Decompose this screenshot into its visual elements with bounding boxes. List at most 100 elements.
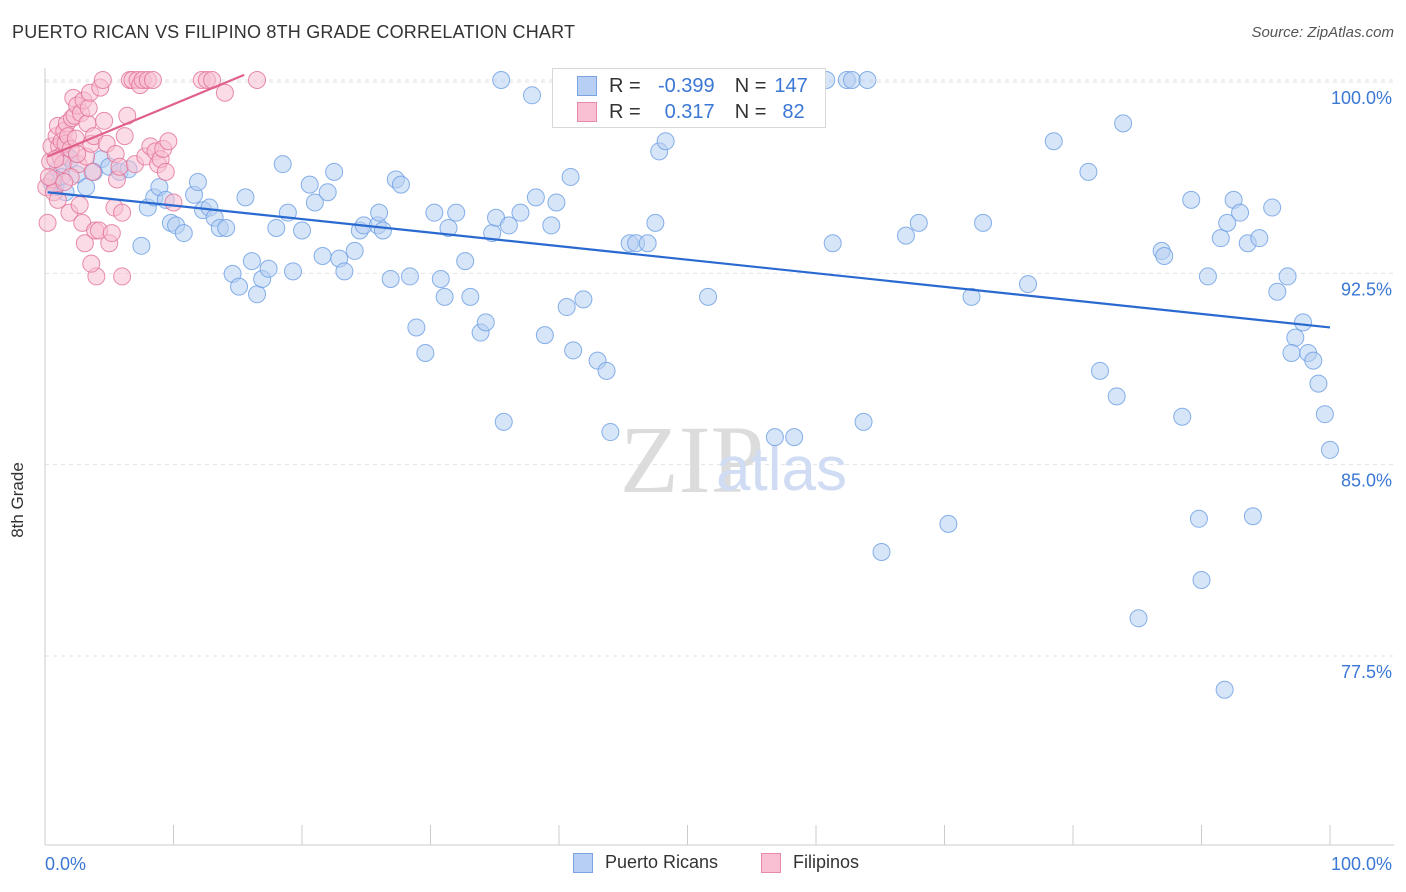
data-point (159, 132, 178, 151)
legend-swatch-filipinos (761, 852, 781, 873)
data-point (542, 216, 561, 235)
data-point (1211, 229, 1230, 248)
data-point (259, 259, 278, 278)
legend-row-puerto-ricans: R = -0.399 N = 147 (577, 73, 808, 99)
data-point (765, 428, 784, 447)
data-point (939, 514, 958, 533)
data-point (305, 193, 324, 212)
data-point (785, 428, 804, 447)
data-point (447, 203, 466, 222)
data-point (267, 218, 286, 237)
data-point (526, 188, 545, 207)
data-point (909, 213, 928, 232)
data-point (273, 155, 292, 174)
n-value: 82 (782, 100, 805, 123)
data-point (1019, 275, 1038, 294)
data-point (858, 71, 877, 89)
data-point (370, 203, 389, 222)
legend-item-filipinos[interactable]: Filipinos (761, 852, 859, 873)
data-point (1286, 328, 1305, 347)
data-point (230, 277, 249, 296)
data-point (1294, 313, 1313, 332)
data-point (646, 213, 665, 232)
data-point (823, 234, 842, 253)
x-tick-label: 100.0% (1331, 854, 1392, 874)
data-point (557, 298, 576, 317)
data-point (95, 111, 114, 130)
data-point (1114, 114, 1133, 133)
data-point (38, 213, 57, 232)
watermark-atlas: atlas (716, 435, 847, 504)
data-point (79, 99, 98, 118)
data-point (1155, 247, 1174, 266)
data-point (248, 285, 267, 304)
data-point (68, 144, 87, 163)
data-point (113, 267, 132, 286)
data-point (656, 132, 675, 151)
data-point (242, 252, 261, 271)
chart-title: PUERTO RICAN VS FILIPINO 8TH GRADE CORRE… (12, 22, 576, 42)
data-point (1090, 361, 1109, 380)
data-point (1215, 680, 1234, 699)
data-point (1079, 162, 1098, 181)
data-point (1044, 132, 1063, 151)
legend-label-filipinos: Filipinos (793, 852, 860, 872)
data-point (391, 175, 410, 194)
data-point (215, 83, 234, 102)
data-point (217, 218, 236, 237)
gridlines (45, 79, 1394, 657)
x-tick-label: 0.0% (45, 854, 86, 874)
data-point (1282, 343, 1301, 362)
series-legend: Puerto Ricans Filipinos (0, 852, 1406, 876)
data-point (93, 71, 112, 89)
data-point (313, 247, 332, 266)
data-point (188, 173, 207, 192)
data-point (1263, 198, 1282, 217)
data-point (1192, 571, 1211, 590)
data-point (638, 234, 657, 253)
data-point (115, 127, 134, 146)
n-label: N = (734, 74, 767, 97)
data-point (300, 175, 319, 194)
data-point (1198, 267, 1217, 286)
data-point (400, 267, 419, 286)
data-point (1278, 267, 1297, 286)
data-point (597, 361, 616, 380)
data-point (547, 193, 566, 212)
legend-swatch-puerto-ricans (577, 76, 597, 96)
data-point (70, 196, 89, 215)
data-point (699, 287, 718, 306)
series-puerto-ricans (42, 71, 1339, 699)
data-point (492, 71, 511, 89)
trend-line (47, 191, 1331, 329)
data-point (1173, 407, 1192, 426)
data-point (523, 86, 542, 105)
data-point (77, 178, 96, 197)
data-point (293, 221, 311, 240)
data-point (499, 216, 518, 235)
data-point (574, 290, 593, 309)
legend-swatch-filipinos (577, 102, 597, 122)
data-point (1231, 203, 1250, 222)
axes (44, 68, 1394, 846)
data-point (535, 326, 554, 345)
source-label: Source: ZipAtlas.com (1251, 24, 1394, 41)
data-point (1321, 440, 1339, 459)
data-point (174, 224, 193, 243)
data-point (143, 71, 162, 89)
data-point (1218, 213, 1237, 232)
data-point (431, 269, 450, 288)
data-point (83, 162, 102, 181)
data-point (494, 412, 513, 431)
data-point (284, 262, 303, 281)
data-point (435, 287, 454, 306)
legend-label-puerto-ricans: Puerto Ricans (605, 852, 719, 872)
data-point (110, 157, 129, 176)
data-point (962, 287, 981, 306)
data-point (511, 203, 530, 222)
legend-item-puerto-ricans[interactable]: Puerto Ricans (573, 852, 718, 873)
data-point (48, 190, 67, 209)
data-point (102, 224, 121, 243)
r-label: R = (609, 74, 641, 97)
data-point (416, 343, 435, 362)
